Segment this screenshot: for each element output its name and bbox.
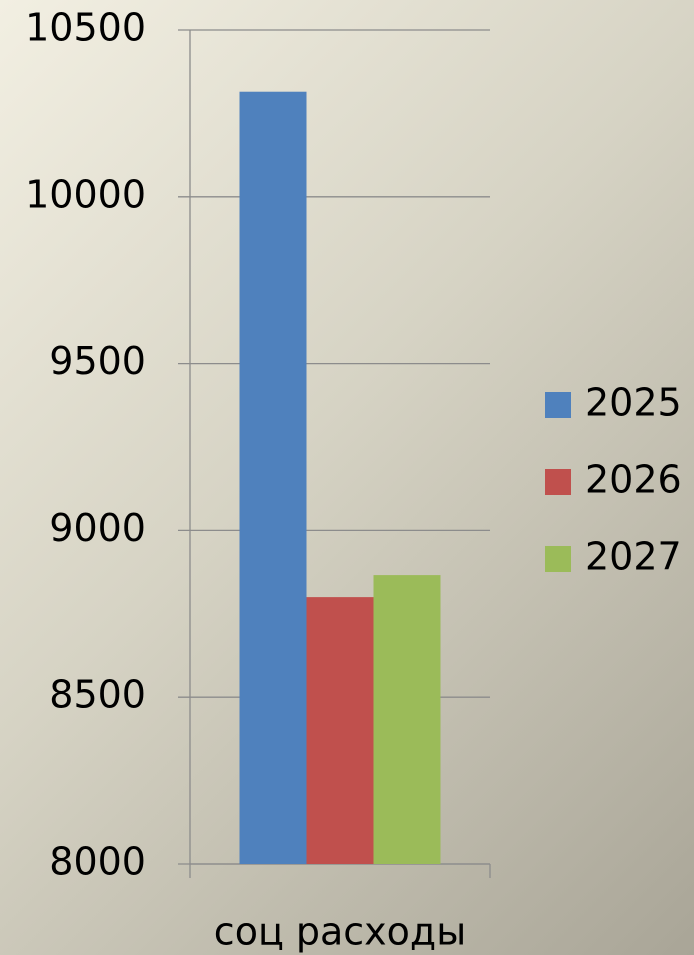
legend-label: 2025	[585, 381, 682, 425]
y-tick-label: 10000	[25, 172, 146, 216]
x-tick-label: соц расходы	[214, 910, 466, 954]
legend-label: 2026	[585, 458, 682, 502]
legend-swatch	[545, 392, 571, 418]
y-tick-label: 8000	[49, 840, 146, 884]
bar	[306, 597, 374, 864]
bar	[373, 575, 441, 864]
y-tick-label: 8500	[49, 673, 146, 717]
y-tick-label: 9500	[49, 339, 146, 383]
bar	[239, 91, 307, 864]
y-tick-label: 9000	[49, 506, 146, 550]
legend-label: 2027	[585, 535, 682, 579]
y-tick-label: 10500	[25, 6, 146, 50]
legend-swatch	[545, 546, 571, 572]
legend-swatch	[545, 469, 571, 495]
